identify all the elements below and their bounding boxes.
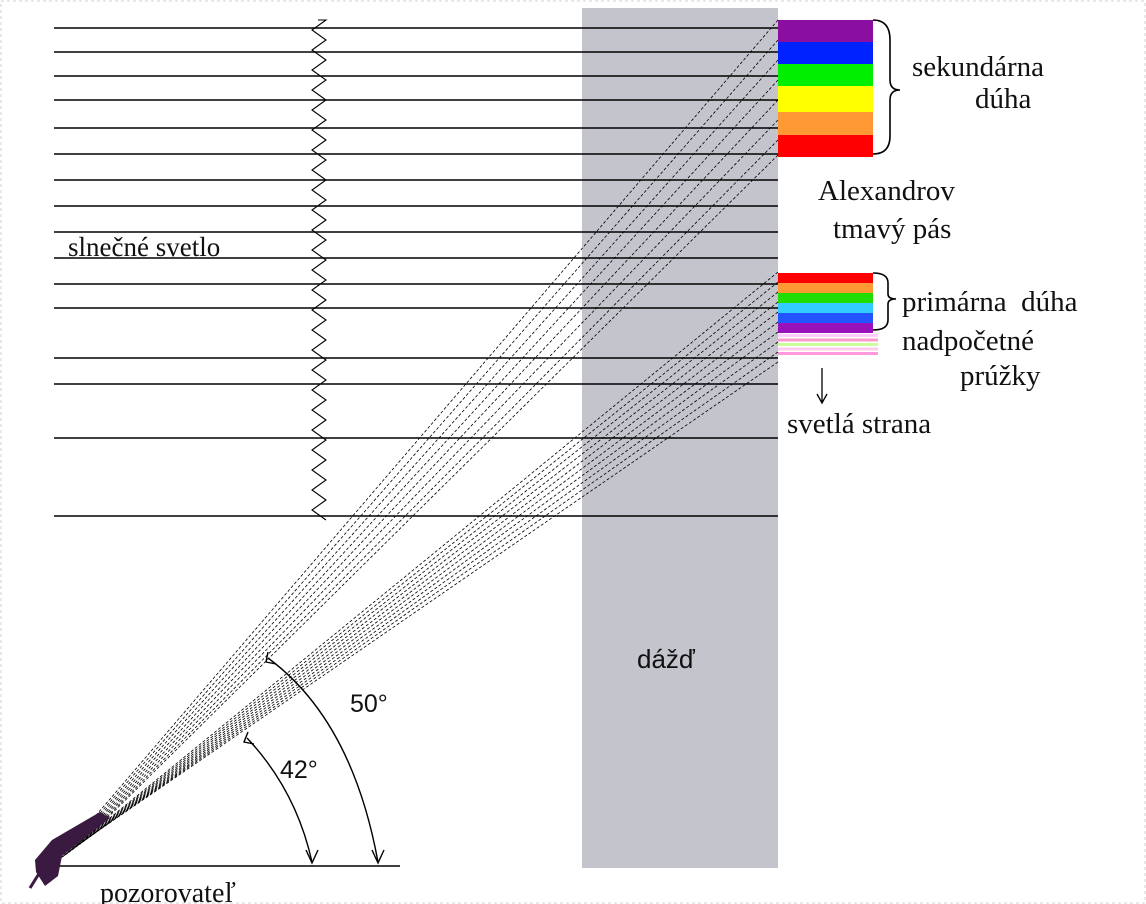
alexander-band-label-line2: tmavý pás <box>833 213 951 245</box>
secondary-band <box>778 64 873 86</box>
secondary-band <box>778 112 873 135</box>
primary-observer-ray <box>63 291 779 857</box>
primary-observer-ray <box>83 341 779 842</box>
sunlight-rays <box>54 27 778 517</box>
primary-observer-ray <box>87 351 779 839</box>
rain-label: dážď <box>637 644 696 674</box>
sunlight-wavefront <box>311 19 328 521</box>
primary-rainbow-bands <box>778 273 873 333</box>
secondary-observer-ray <box>59 39 779 860</box>
primary-band <box>778 313 873 323</box>
supernumerary-band <box>778 347 878 351</box>
secondary-observer-ray <box>79 139 779 845</box>
primary-band <box>778 283 873 293</box>
primary-observer-ray <box>79 331 779 845</box>
secondary-observer-ray <box>75 119 779 848</box>
primary-band <box>778 273 873 283</box>
alexander-band-label-line1: Alexandrov <box>818 175 955 207</box>
secondary-brace <box>872 19 901 155</box>
primary-observer-ray <box>91 361 779 836</box>
observer-label: pozorovateľ <box>100 878 236 904</box>
secondary-band <box>778 20 873 42</box>
supernumerary-band <box>778 352 878 355</box>
supernumerary-label-line2: prúžky <box>960 360 1041 392</box>
secondary-rainbow-bands <box>778 20 873 157</box>
bright-side-label: svetlá strana <box>787 408 931 440</box>
primary-band <box>778 293 873 303</box>
secondary-band <box>778 42 873 64</box>
observer-figure <box>28 812 110 889</box>
angle-arcs <box>243 651 385 865</box>
secondary-observer-ray <box>83 154 779 842</box>
supernumerary-band <box>778 338 878 342</box>
bright-side-arrow <box>816 368 828 405</box>
supernumerary-band <box>778 343 878 346</box>
primary-band <box>778 323 873 333</box>
secondary-band <box>778 135 873 157</box>
primary-observer-ray <box>59 281 779 860</box>
observer-rays <box>55 19 779 863</box>
angle-50-label: 50° <box>350 690 388 718</box>
primary-observer-ray <box>75 321 779 848</box>
secondary-observer-ray <box>63 59 779 857</box>
supernumerary-band <box>778 334 878 337</box>
secondary-rainbow-label-line2: dúha <box>975 83 1032 115</box>
primary-band <box>778 303 873 313</box>
angle-42-label: 42° <box>280 756 318 784</box>
primary-rainbow-label: primárna dúha <box>902 286 1078 318</box>
sunlight-label: slnečné svetlo <box>68 232 220 262</box>
secondary-band <box>778 86 873 112</box>
primary-brace <box>872 272 897 331</box>
supernumerary-label-line1: nadpočetné <box>902 325 1034 357</box>
secondary-rainbow-label-line1: sekundárna <box>912 51 1044 83</box>
primary-observer-ray <box>71 311 779 851</box>
secondary-observer-ray <box>71 99 779 851</box>
primary-observer-ray <box>55 271 779 863</box>
supernumerary-bands <box>778 334 878 355</box>
